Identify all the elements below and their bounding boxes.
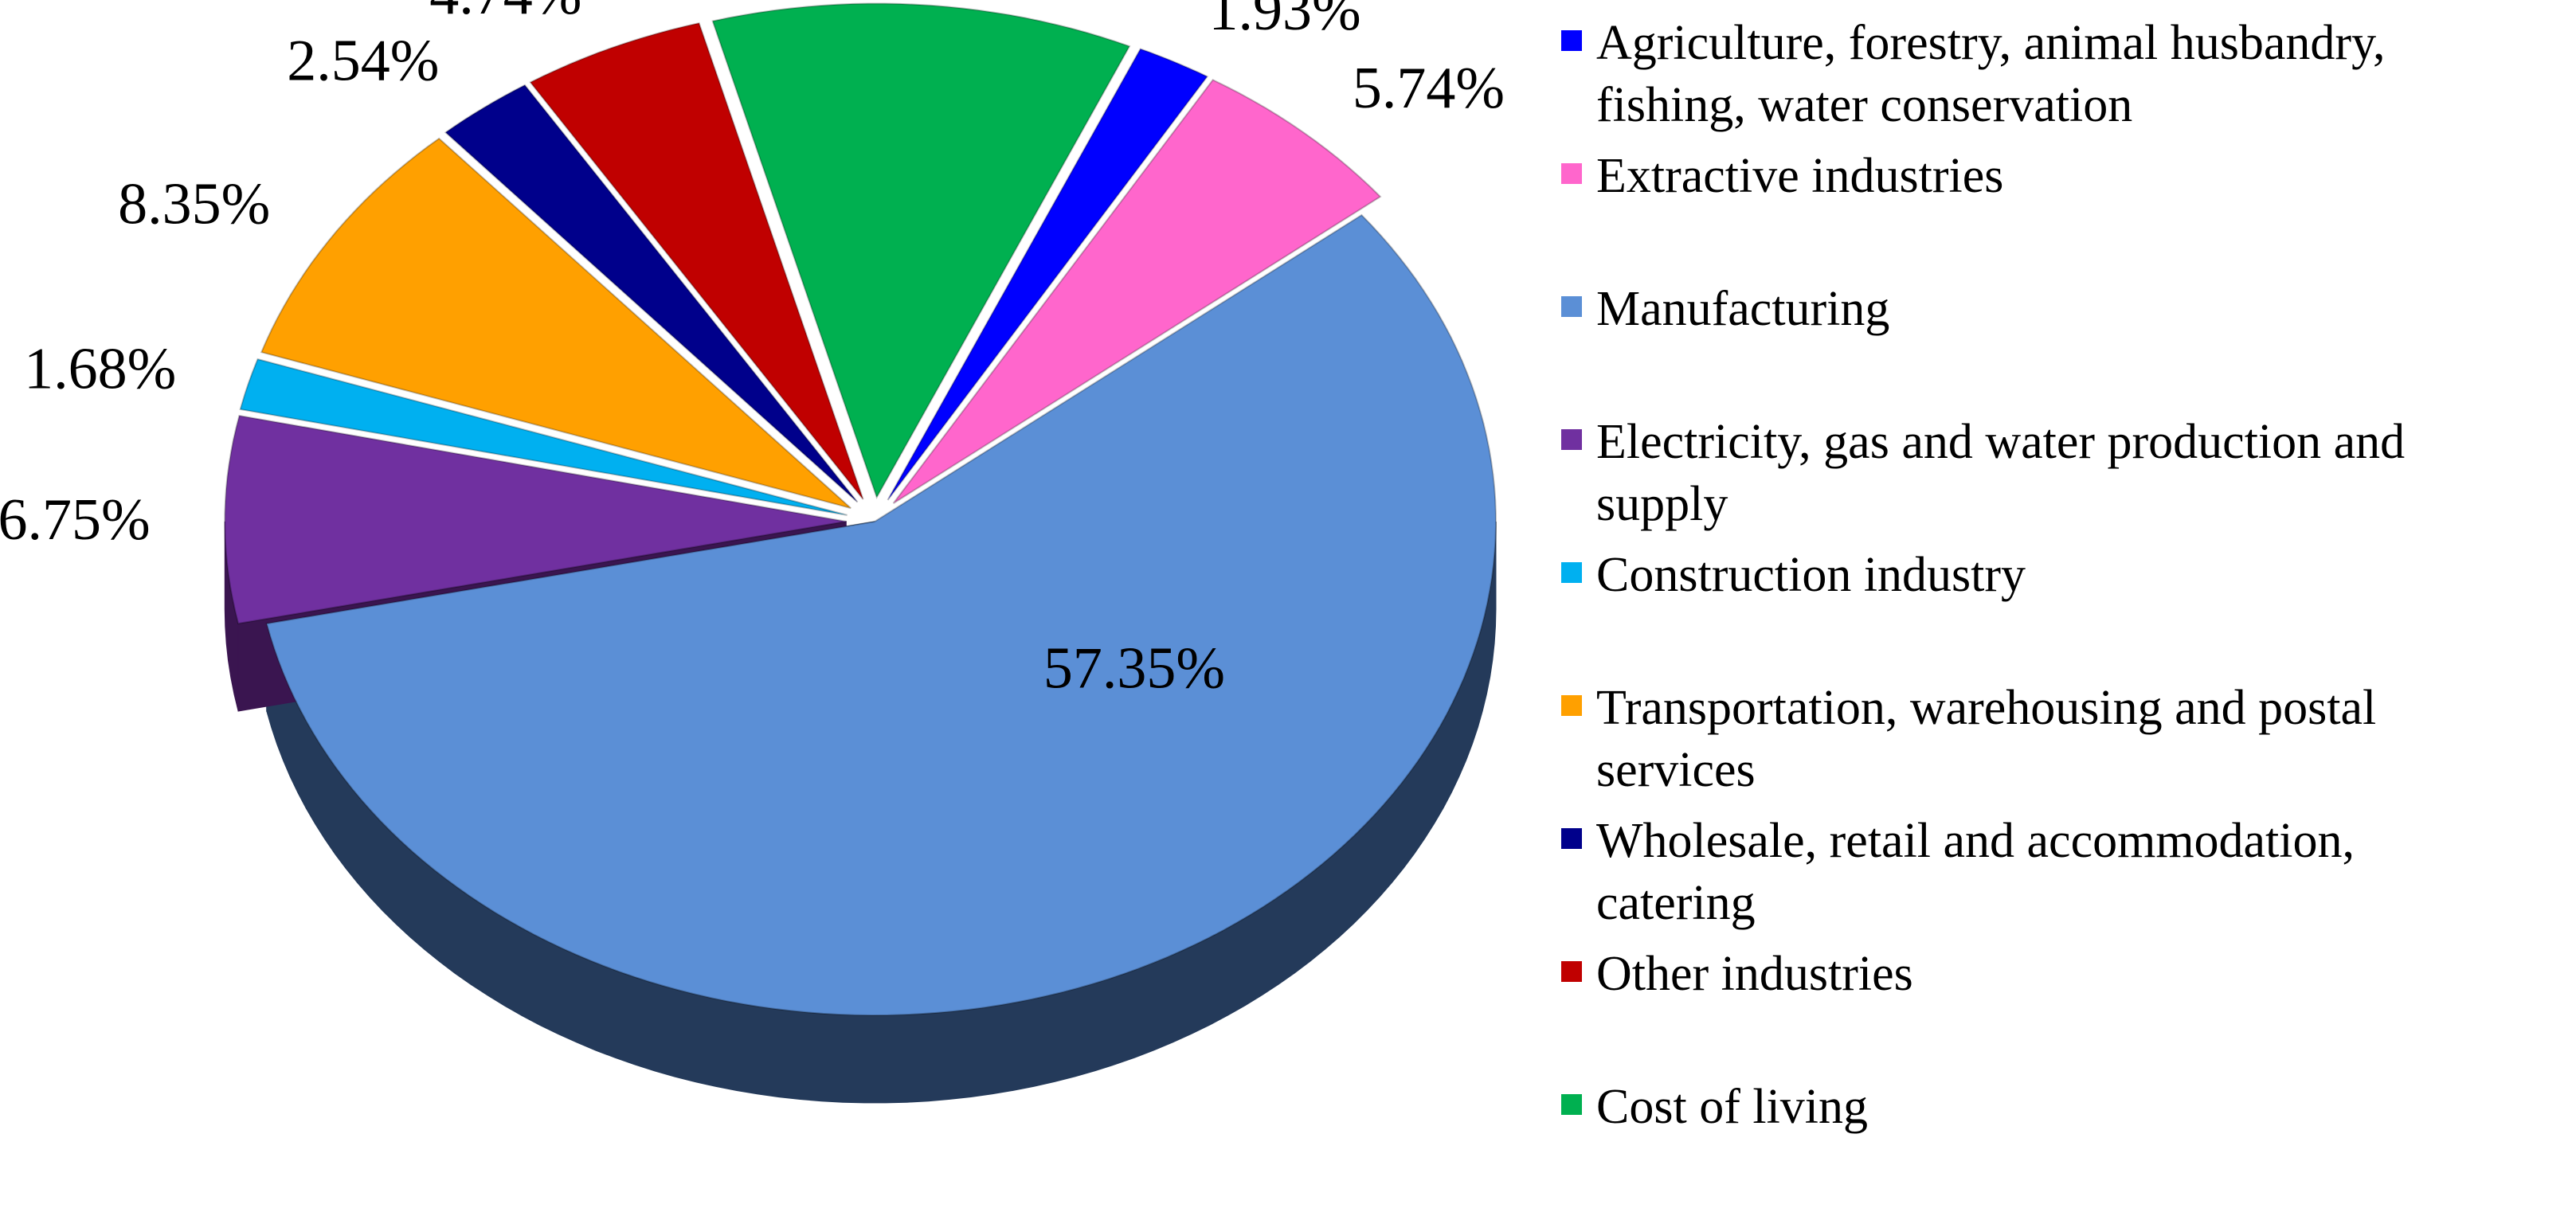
legend-swatch: [1561, 296, 1582, 317]
legend-label: Construction industry: [1596, 548, 2026, 602]
legend-swatch: [1561, 828, 1582, 849]
data-labels: 1.93% 5.74% 57.35% 6.75% 1.68% 8.35% 2.54%4.74…: [0, 0, 1505, 701]
data-label-extractive-industries: 5.74%: [1353, 56, 1505, 121]
data-label-construction-industry: 1.68%: [24, 337, 176, 402]
pie-slice-other-industries: [529, 22, 864, 500]
data-label-electricity-gas-and-water-production-and-supply: 6.75%: [0, 487, 151, 553]
pie-slice-cost-of-living: [711, 2, 1131, 499]
data-label-other-industries: 4.74%: [429, 0, 581, 27]
pie-slice-electricity-gas-and-water-production-and-supply: [224, 414, 847, 625]
legend-swatch: [1561, 562, 1582, 583]
pie-slice-transportation-warehousing-and-postal-services: [260, 137, 851, 510]
legend-item-cost-of-living: Cost of living: [1561, 1080, 1868, 1134]
legend-swatch: [1561, 163, 1582, 184]
data-label-manufacturing: 57.35%: [1043, 635, 1225, 701]
pie-slice-construction-industry: [239, 358, 848, 516]
pie-slice-manufacturing: [265, 213, 1497, 1017]
legend-label: Other industries: [1596, 947, 1913, 1001]
pie-slice-agriculture-forestry-animal-husbandry-fishing-water-conservation: [887, 48, 1209, 501]
legend-label: Cost of living: [1596, 1080, 1868, 1134]
legend-item-manufacturing: Manufacturing: [1561, 282, 1889, 336]
legend-label: Agriculture, forestry, animal husbandry,…: [1596, 16, 2386, 132]
legend-swatch: [1561, 429, 1582, 450]
pie-layer: [224, 2, 1497, 1104]
legend-label: Electricity, gas and water production an…: [1596, 415, 2405, 531]
legend-item-other-industries: Other industries: [1561, 947, 1913, 1001]
legend-swatch: [1561, 30, 1582, 51]
legend-item-extractive-industries: Extractive industries: [1561, 149, 2003, 203]
pie-slice-wholesale-retail-and-accommodation-catering: [444, 84, 859, 503]
legend-swatch: [1561, 1094, 1582, 1115]
legend-item-electricity-gas-and-water-production-and-supply: Electricity, gas and water production an…: [1561, 415, 2405, 531]
legend-label: Transportation, warehousing and postal se…: [1596, 681, 2376, 797]
legend-swatch: [1561, 695, 1582, 716]
legend-item-wholesale-retail-and-accommodation-catering: Wholesale, retail and accommodation, cate…: [1561, 814, 2355, 930]
pie-slice-extractive-industries: [892, 79, 1382, 504]
legend: Agriculture, forestry, animal husbandry,…: [1561, 16, 2405, 1134]
data-label-agriculture-forestry-animal-husbandry-fishing-water-conservation: 1.93%: [1209, 0, 1361, 43]
legend-label: Extractive industries: [1596, 149, 2003, 203]
legend-item-agriculture-forestry-animal-husbandry-fishing-water-conservation: Agriculture, forestry, animal husbandry,…: [1561, 16, 2386, 132]
data-label-wholesale-retail-and-accommodation-catering: 2.54%: [287, 29, 439, 94]
legend-item-construction-industry: Construction industry: [1561, 548, 2026, 602]
legend-label: Wholesale, retail and accommodation, cate…: [1596, 814, 2355, 930]
legend-label: Manufacturing: [1596, 282, 1889, 336]
legend-item-transportation-warehousing-and-postal-services: Transportation, warehousing and postal se…: [1561, 681, 2376, 797]
legend-swatch: [1561, 961, 1582, 982]
data-label-transportation-warehousing-and-postal-services: 8.35%: [118, 171, 270, 237]
